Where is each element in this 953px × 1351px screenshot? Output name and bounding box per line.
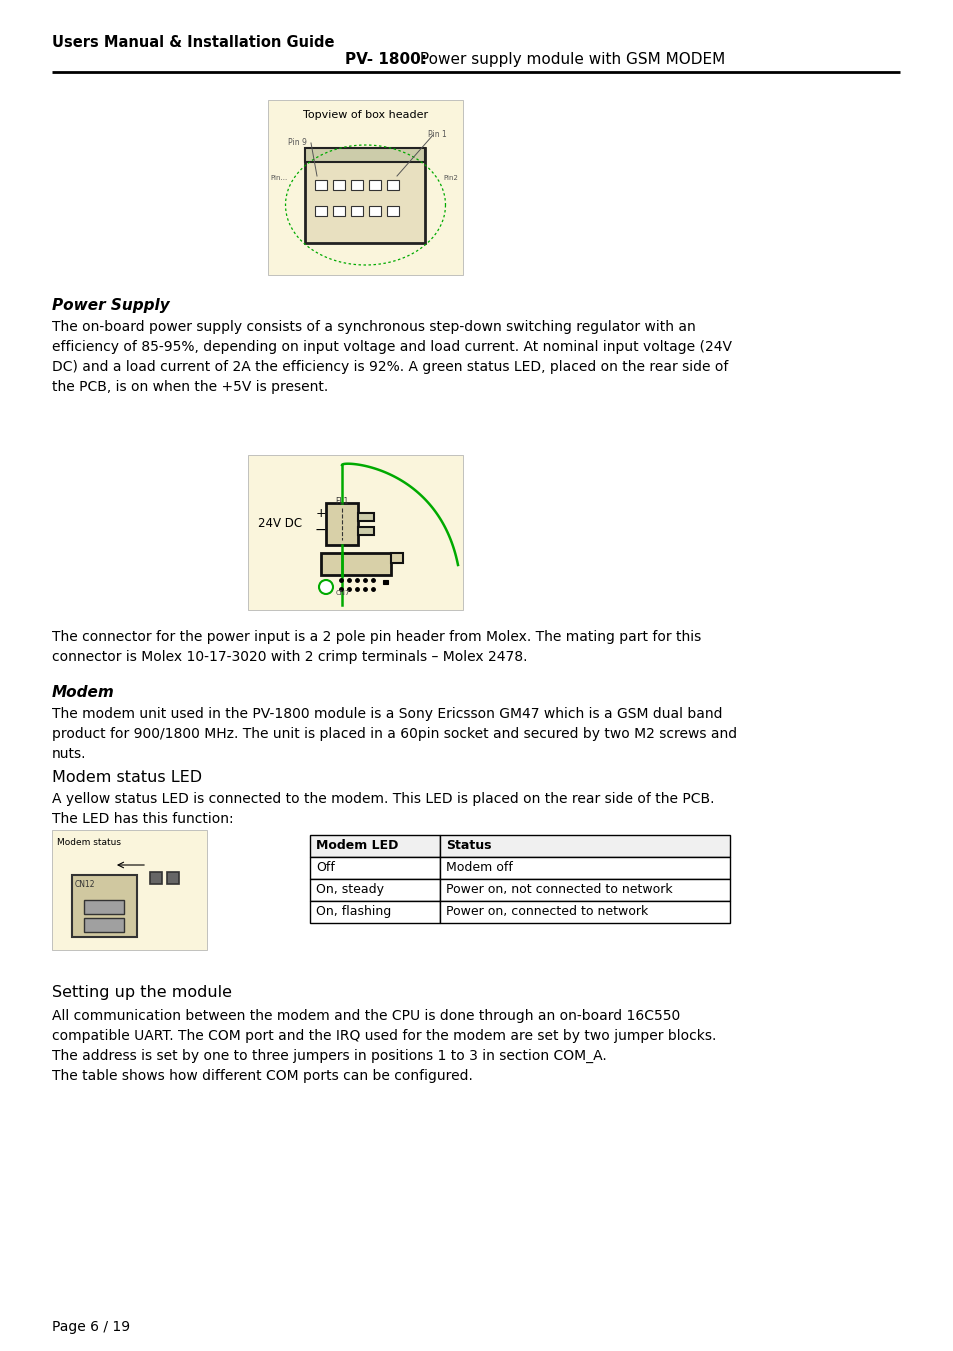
Bar (310, 901, 439, 923)
Bar (391, 553, 402, 563)
Text: Power supply module with GSM MODEM: Power supply module with GSM MODEM (415, 51, 724, 68)
Text: −: − (314, 523, 326, 536)
Bar (71, 875, 137, 938)
Text: Pin 1: Pin 1 (428, 130, 446, 139)
Text: Topview of box header: Topview of box header (303, 109, 428, 120)
Bar (439, 901, 729, 923)
Text: CN7: CN7 (335, 590, 350, 596)
Text: On, flashing: On, flashing (315, 905, 391, 917)
Bar (351, 205, 363, 216)
Bar (439, 857, 729, 880)
Bar (305, 149, 424, 162)
Text: PV- 1800:: PV- 1800: (345, 51, 427, 68)
Bar (314, 205, 327, 216)
Text: Status: Status (446, 839, 491, 852)
Text: The on-board power supply consists of a synchronous step-down switching regulato: The on-board power supply consists of a … (52, 320, 731, 394)
Bar (52, 830, 207, 950)
Text: Modem off: Modem off (446, 861, 513, 874)
Text: +: + (315, 507, 326, 520)
Bar (382, 580, 388, 584)
Text: Pin 9: Pin 9 (288, 138, 307, 147)
Bar (84, 900, 124, 915)
Bar (320, 553, 391, 576)
Bar (439, 835, 729, 857)
Bar (84, 917, 124, 932)
Text: FL1: FL1 (335, 497, 349, 507)
Text: Off: Off (315, 861, 335, 874)
Text: All communication between the modem and the CPU is done through an on-board 16C5: All communication between the modem and … (52, 1009, 716, 1084)
Bar (314, 180, 327, 190)
Text: Modem: Modem (52, 685, 114, 700)
Bar (326, 503, 357, 544)
Bar (167, 871, 179, 884)
Text: Modem status LED: Modem status LED (52, 770, 202, 785)
Text: Modem LED: Modem LED (315, 839, 398, 852)
Bar (369, 205, 380, 216)
Text: Setting up the module: Setting up the module (52, 985, 232, 1000)
Bar (268, 100, 462, 276)
Text: Page 6 / 19: Page 6 / 19 (52, 1320, 130, 1333)
Bar (150, 871, 162, 884)
Text: Power Supply: Power Supply (52, 299, 170, 313)
Text: On, steady: On, steady (315, 884, 384, 896)
Bar (310, 880, 439, 901)
Bar (248, 455, 462, 611)
Bar (439, 880, 729, 901)
Text: Modem status: Modem status (57, 838, 121, 847)
Text: Power on, not connected to network: Power on, not connected to network (446, 884, 672, 896)
Bar (333, 205, 345, 216)
Bar (369, 180, 380, 190)
Bar (387, 180, 398, 190)
Text: Pin2: Pin2 (442, 176, 457, 181)
Circle shape (318, 580, 333, 594)
Text: The connector for the power input is a 2 pole pin header from Molex. The mating : The connector for the power input is a 2… (52, 630, 700, 665)
Text: CN12: CN12 (75, 880, 95, 889)
Bar (357, 527, 374, 535)
Text: Pin...: Pin... (270, 176, 287, 181)
Bar (351, 180, 363, 190)
Text: The modem unit used in the PV-1800 module is a Sony Ericsson GM47 which is a GSM: The modem unit used in the PV-1800 modul… (52, 707, 737, 761)
Text: 24V DC: 24V DC (257, 517, 302, 530)
Bar (305, 149, 424, 243)
Text: Power on, connected to network: Power on, connected to network (446, 905, 648, 917)
Bar (310, 835, 439, 857)
Bar (387, 205, 398, 216)
Bar (333, 180, 345, 190)
Bar (357, 513, 374, 521)
Text: Users Manual & Installation Guide: Users Manual & Installation Guide (52, 35, 335, 50)
Bar (310, 857, 439, 880)
Text: A yellow status LED is connected to the modem. This LED is placed on the rear si: A yellow status LED is connected to the … (52, 792, 714, 825)
